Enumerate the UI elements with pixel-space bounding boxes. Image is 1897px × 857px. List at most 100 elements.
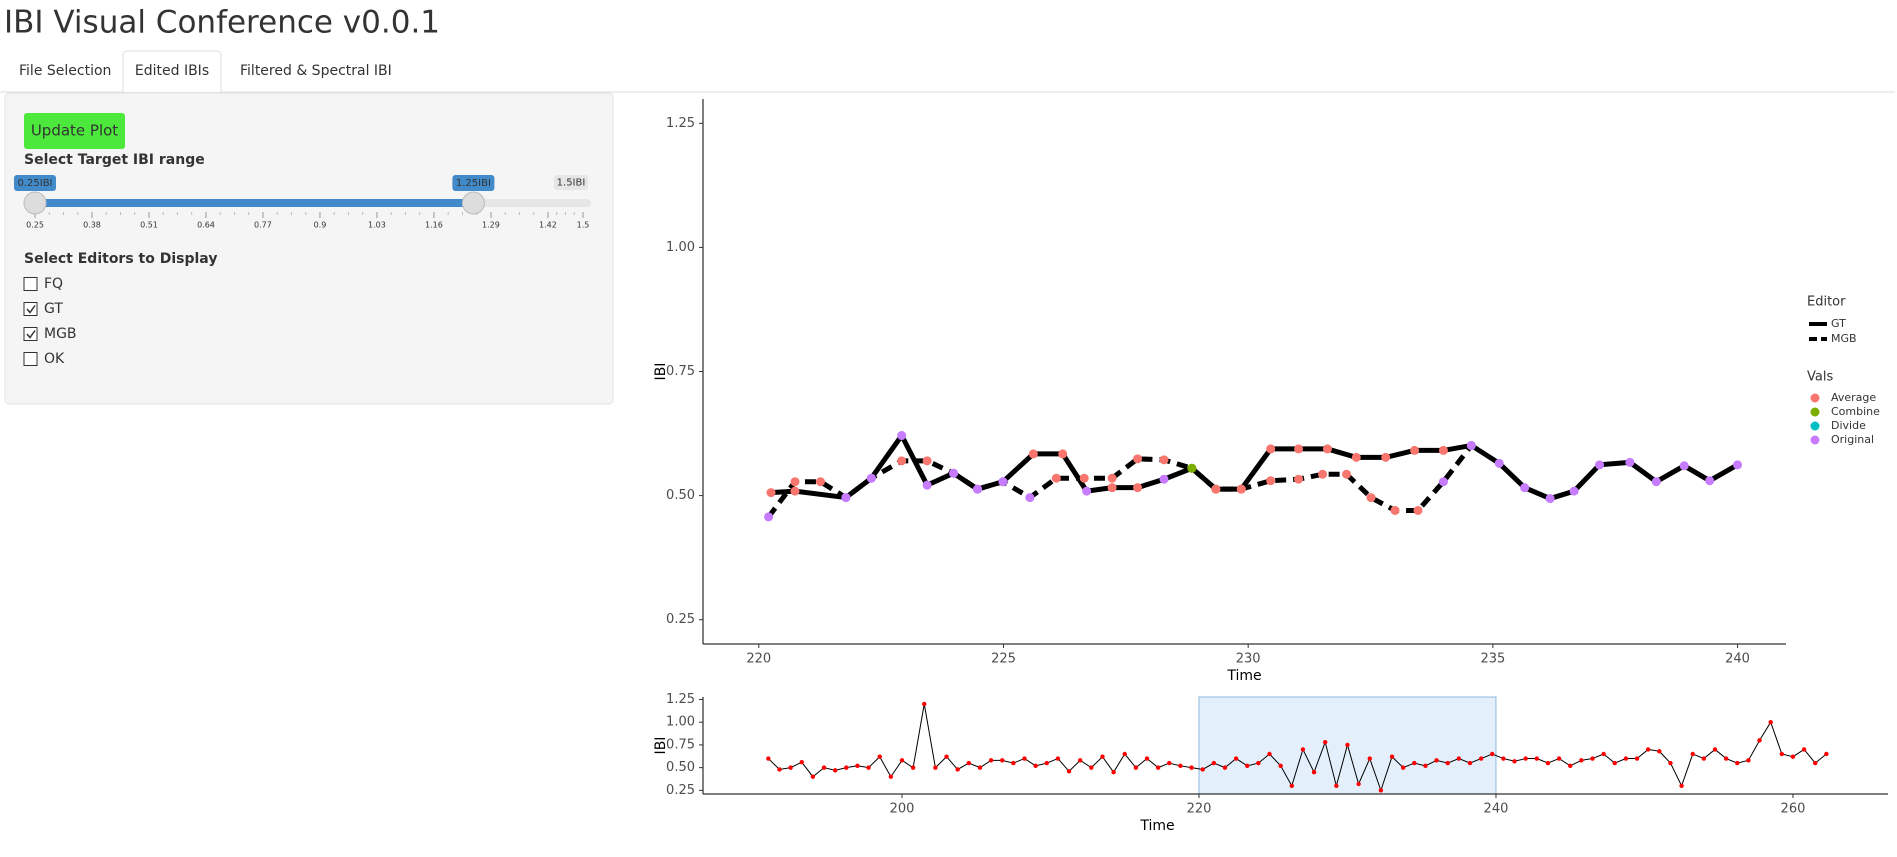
overview-point: [988, 758, 994, 763]
checkbox[interactable]: [23, 327, 38, 341]
x-tick-label: 260: [1781, 802, 1806, 817]
y-tick-label: 0.75: [666, 737, 695, 752]
overview-point: [1033, 763, 1038, 769]
overview-point: [955, 767, 960, 772]
checkbox-check: [26, 305, 36, 314]
checkbox[interactable]: [23, 352, 38, 366]
overview-point: [1423, 763, 1428, 769]
checkbox-label[interactable]: MGB: [44, 326, 77, 342]
overview-point: [1568, 763, 1573, 769]
overview-point: [1757, 738, 1762, 743]
update-button[interactable]: [24, 113, 125, 149]
overview-point: [1735, 760, 1740, 766]
overview-point: [1690, 751, 1695, 757]
data-point: [815, 477, 825, 487]
overview-point: [1434, 758, 1439, 763]
data-point: [1322, 444, 1332, 454]
overview-point: [1579, 758, 1584, 763]
y-tick-label: 1.25: [666, 692, 695, 707]
overview-point: [1389, 754, 1395, 759]
overview-point: [1801, 747, 1807, 752]
tab-label[interactable]: Edited IBIs: [135, 63, 209, 79]
checkbox-label[interactable]: GT: [44, 301, 63, 317]
overview-point: [1345, 742, 1350, 748]
overview-point: [910, 765, 916, 770]
overview-point: [844, 765, 849, 770]
data-point: [1381, 452, 1391, 462]
checkbox[interactable]: [23, 302, 38, 316]
tab-label[interactable]: File Selection: [19, 63, 111, 79]
slider-tick-label: 1.29: [482, 221, 500, 230]
checkbox-label[interactable]: FQ: [44, 276, 63, 292]
data-point: [1051, 473, 1061, 483]
overview-point: [1322, 739, 1328, 745]
overview-point: [855, 763, 860, 769]
update-button-label[interactable]: Update Plot: [31, 122, 118, 140]
data-point: [1438, 477, 1448, 487]
x-tick-label: 235: [1480, 652, 1505, 667]
overview-point: [1356, 781, 1361, 787]
active-tab[interactable]: [122, 50, 222, 92]
overview-point: [1089, 765, 1094, 770]
overview-point: [1044, 760, 1049, 766]
data-point: [1159, 474, 1169, 484]
checkbox-label[interactable]: OK: [44, 351, 65, 367]
sidebar-panel: [4, 92, 614, 405]
overview-point: [1590, 756, 1595, 761]
slider-tick-label: 1.5: [577, 221, 590, 230]
range-label: Select Target IBI range: [24, 152, 205, 168]
overview-point: [1813, 760, 1818, 766]
data-point: [897, 456, 907, 466]
tab-label[interactable]: Filtered & Spectral IBI: [240, 63, 392, 79]
overview-point: [1712, 747, 1718, 752]
x-axis-title: Time: [1226, 668, 1261, 684]
overview-point: [1211, 760, 1217, 766]
data-point: [1466, 440, 1476, 450]
y-axis-title: IBI: [653, 363, 669, 381]
data-point: [1438, 445, 1448, 455]
overview-point: [1556, 756, 1562, 761]
data-point: [1294, 444, 1304, 454]
series-line: [766, 443, 1474, 519]
y-tick-label: 0.75: [666, 364, 695, 379]
overview-point: [1601, 751, 1606, 757]
slider-value-label: 1.25IBI: [456, 178, 491, 189]
series-line: [770, 430, 1739, 502]
data-point: [1342, 469, 1352, 479]
overview-point: [777, 767, 782, 772]
data-point: [1569, 486, 1579, 496]
data-point: [1028, 449, 1038, 459]
overview-point: [799, 759, 804, 765]
overview-point: [966, 760, 972, 766]
slider-handle[interactable]: [23, 191, 47, 215]
overview-point: [1790, 754, 1796, 759]
overview-point: [1011, 760, 1016, 766]
overview-point: [1467, 760, 1473, 766]
data-point: [998, 477, 1008, 487]
slider-handle[interactable]: [461, 191, 485, 215]
legend-swatch: [1810, 421, 1820, 431]
slider-tick-label: 0.9: [314, 221, 327, 230]
overview-point: [1824, 751, 1829, 757]
x-tick-label: 240: [1725, 652, 1750, 667]
slider-max-label: 1.5IBI: [557, 178, 586, 189]
overview-point: [1233, 756, 1239, 761]
slider-tick-label: 0.38: [83, 221, 101, 230]
x-tick-label: 220: [746, 652, 771, 667]
checkbox[interactable]: [23, 277, 38, 291]
data-point: [1266, 444, 1276, 454]
overview-point: [1111, 769, 1116, 775]
overview-point: [877, 754, 882, 759]
slider-tick-label: 1.16: [425, 221, 443, 230]
slider-tick-label: 1.42: [539, 221, 557, 230]
data-point: [1520, 483, 1530, 493]
data-point: [1366, 493, 1376, 503]
x-tick-label: 240: [1484, 802, 1509, 817]
data-point: [866, 473, 876, 483]
data-point: [1545, 494, 1555, 504]
overview-point: [1245, 763, 1250, 769]
overview-point: [1456, 756, 1462, 761]
slider-tick-label: 1.03: [368, 221, 386, 230]
overview-point: [1378, 788, 1384, 793]
data-point: [790, 486, 800, 496]
